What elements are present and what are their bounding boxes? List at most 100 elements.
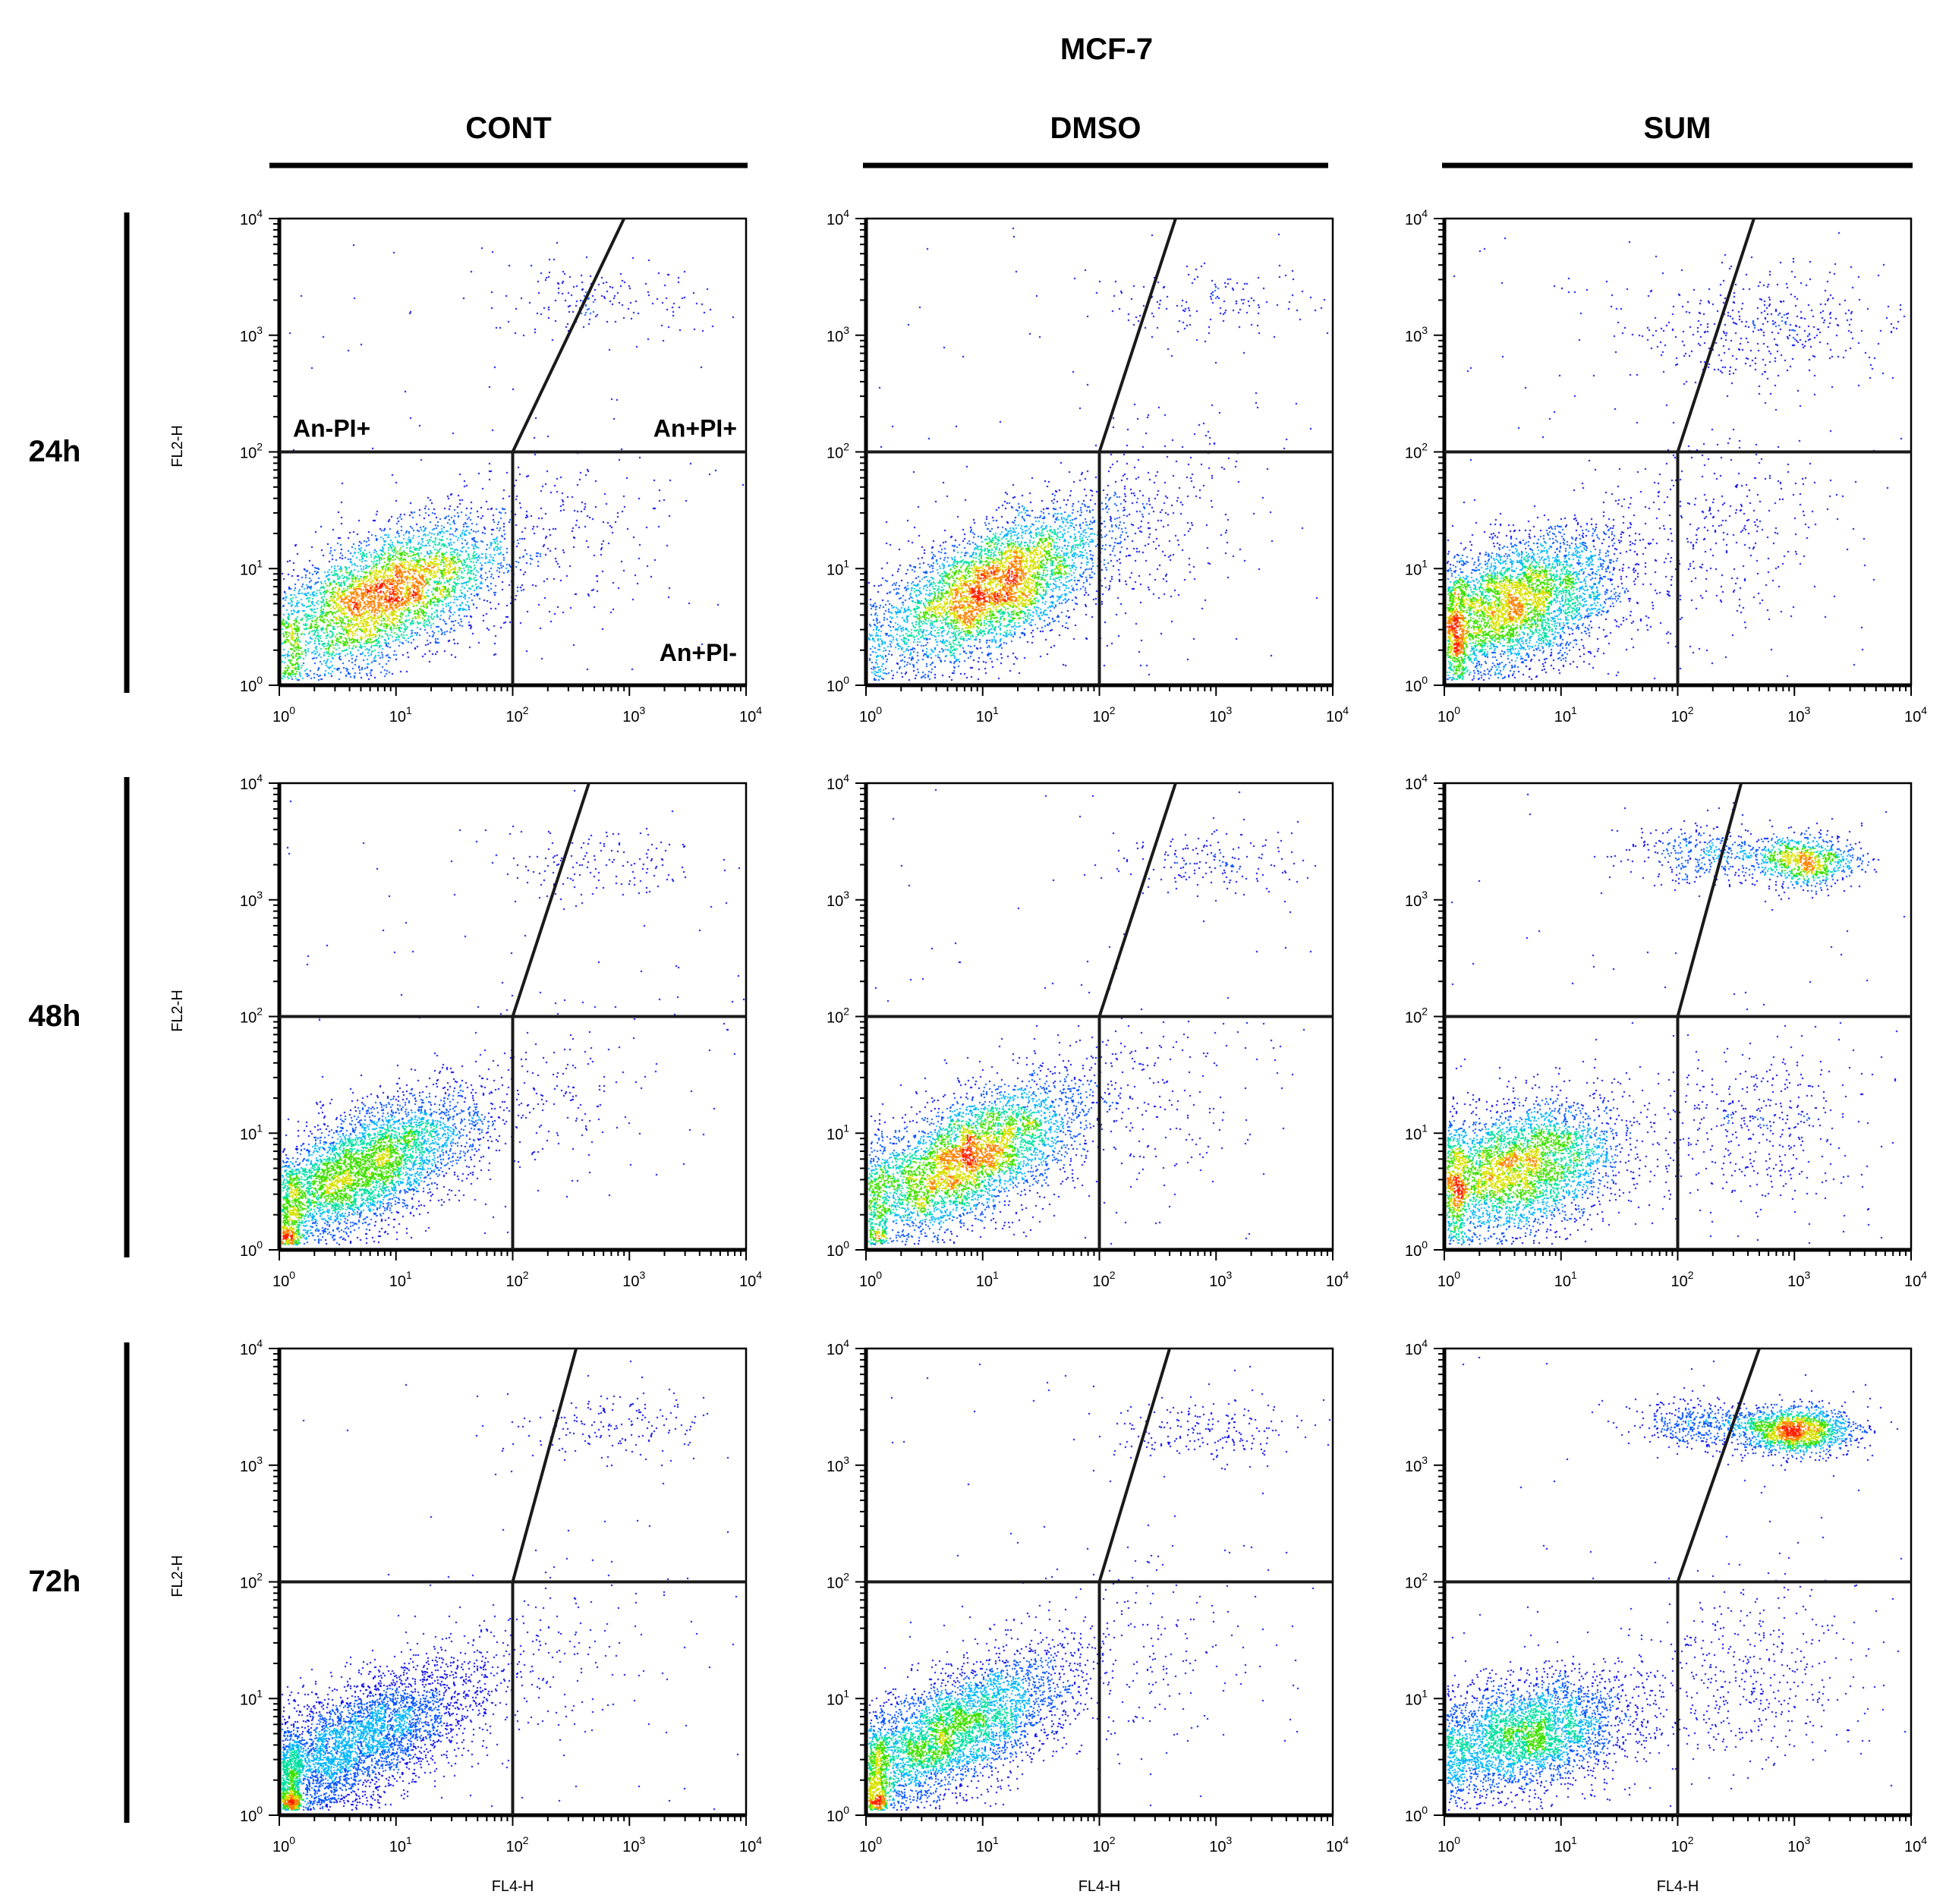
quadrant-gate (866, 782, 1333, 1250)
y-tick-label: 103 (1405, 1454, 1428, 1475)
x-axis-title: FL4-H (492, 1878, 534, 1895)
figure-title: MCF-7 (1060, 33, 1153, 66)
axis-ticks (855, 1348, 1334, 1826)
y-tick-label: 102 (240, 1006, 263, 1027)
y-tick-label: 100 (1405, 1238, 1428, 1260)
x-tick-label: 104 (1326, 704, 1349, 725)
x-tick-label: 104 (1326, 1269, 1349, 1290)
x-tick-label: 104 (1904, 1269, 1927, 1290)
y-tick-label: 103 (827, 324, 849, 345)
y-tick-label: 100 (240, 674, 263, 695)
y-tick-label: 104 (240, 1337, 263, 1358)
x-tick-label: 104 (739, 1269, 762, 1290)
gate-diagonal (1676, 1348, 1761, 1583)
x-tick-label: 103 (1787, 1834, 1810, 1855)
y-tick-label: 100 (240, 1238, 263, 1260)
y-tick-label: 102 (1405, 441, 1428, 462)
x-tick-label: 100 (1437, 1834, 1460, 1855)
y-tick-label: 101 (240, 1687, 263, 1708)
x-tick-label: 103 (1787, 1269, 1810, 1290)
x-axis-title: FL4-H (1657, 1878, 1699, 1895)
panel-cont-48h: 100 100 101 101 102 102 103 103 104 104 FL2-H (169, 772, 762, 1290)
panel-dmso-72h: 100 100 101 101 102 102 103 103 104 104 FL4-H (827, 1337, 1349, 1895)
gate-diagonal (511, 782, 590, 1018)
x-tick-label: 102 (1092, 1269, 1115, 1290)
x-tick-label: 102 (1092, 704, 1115, 725)
x-tick-label: 103 (1209, 1834, 1232, 1855)
quadrant-gate (279, 782, 746, 1250)
y-tick-label: 104 (240, 772, 263, 793)
x-tick-label: 104 (739, 704, 762, 725)
axis-ticks (269, 1348, 747, 1826)
x-tick-label: 104 (739, 1834, 762, 1855)
axis-ticks (269, 218, 747, 696)
x-tick-label: 102 (1670, 1269, 1693, 1290)
x-tick-label: 104 (1904, 704, 1927, 725)
y-tick-label: 104 (1405, 772, 1428, 793)
row-label-24h: 24h (29, 435, 81, 468)
axis-ticks (855, 782, 1334, 1260)
gate-diagonal (511, 218, 626, 453)
y-tick-label: 104 (240, 207, 263, 228)
quadrant-gate (866, 1348, 1333, 1815)
x-tick-label: 103 (1209, 704, 1232, 725)
gate-diagonal (1676, 218, 1755, 453)
y-tick-label: 102 (1405, 1006, 1428, 1027)
row-label-48h: 48h (29, 999, 81, 1033)
quadrant-gate (1444, 782, 1911, 1250)
x-tick-label: 101 (1554, 1834, 1577, 1855)
y-tick-label: 103 (240, 889, 263, 910)
y-tick-label: 104 (827, 772, 849, 793)
x-tick-label: 103 (1209, 1269, 1232, 1290)
x-tick-label: 100 (859, 704, 882, 725)
axis-ticks (1434, 782, 1912, 1260)
x-tick-label: 100 (1437, 1269, 1460, 1290)
axis-ticks (269, 782, 747, 1260)
y-tick-label: 102 (240, 1571, 263, 1592)
y-tick-label: 103 (827, 889, 849, 910)
y-tick-label: 103 (240, 324, 263, 345)
y-tick-label: 102 (1405, 1571, 1428, 1592)
x-tick-label: 103 (1787, 704, 1810, 725)
x-tick-label: 102 (505, 1834, 528, 1855)
y-tick-label: 101 (827, 557, 849, 578)
y-tick-label: 102 (240, 441, 263, 462)
y-tick-label: 103 (240, 1454, 263, 1475)
y-tick-label: 100 (827, 674, 849, 695)
y-axis-title: FL2-H (169, 990, 186, 1032)
y-tick-label: 101 (1405, 1122, 1428, 1143)
x-axis-title: FL4-H (1078, 1878, 1121, 1895)
x-tick-label: 101 (976, 704, 999, 725)
gate-diagonal (1097, 782, 1177, 1018)
y-tick-label: 103 (827, 1454, 849, 1475)
x-tick-label: 102 (505, 704, 528, 725)
x-tick-label: 101 (976, 1269, 999, 1290)
x-tick-label: 102 (505, 1269, 528, 1290)
panel-sum-48h: 100 100 101 101 102 102 103 103 104 104 (1405, 772, 1927, 1290)
quadrant-label-upper-right: An+PI+ (653, 415, 737, 442)
panel-dmso-48h: 100 100 101 101 102 102 103 103 104 104 (827, 772, 1349, 1290)
x-tick-label: 102 (1092, 1834, 1115, 1855)
axis-ticks (855, 218, 1334, 696)
y-tick-label: 102 (827, 1571, 849, 1592)
column-header-dmso: DMSO (1050, 112, 1141, 145)
y-tick-label: 104 (1405, 1337, 1428, 1358)
gate-diagonal (1097, 1348, 1171, 1583)
x-tick-label: 104 (1326, 1834, 1349, 1855)
gate-diagonal (1097, 218, 1177, 453)
x-tick-label: 102 (1670, 1834, 1693, 1855)
quadrant-gate (279, 218, 746, 685)
x-tick-label: 100 (859, 1834, 882, 1855)
y-tick-label: 101 (827, 1687, 849, 1708)
x-tick-label: 100 (1437, 704, 1460, 725)
x-tick-label: 101 (1554, 704, 1577, 725)
x-tick-label: 103 (622, 1269, 645, 1290)
column-header-cont: CONT (465, 112, 551, 145)
y-tick-label: 100 (240, 1804, 263, 1825)
axis-ticks (1434, 218, 1912, 696)
y-tick-label: 103 (1405, 889, 1428, 910)
x-tick-label: 101 (389, 1269, 412, 1290)
y-tick-label: 101 (827, 1122, 849, 1143)
x-tick-label: 104 (1904, 1834, 1927, 1855)
